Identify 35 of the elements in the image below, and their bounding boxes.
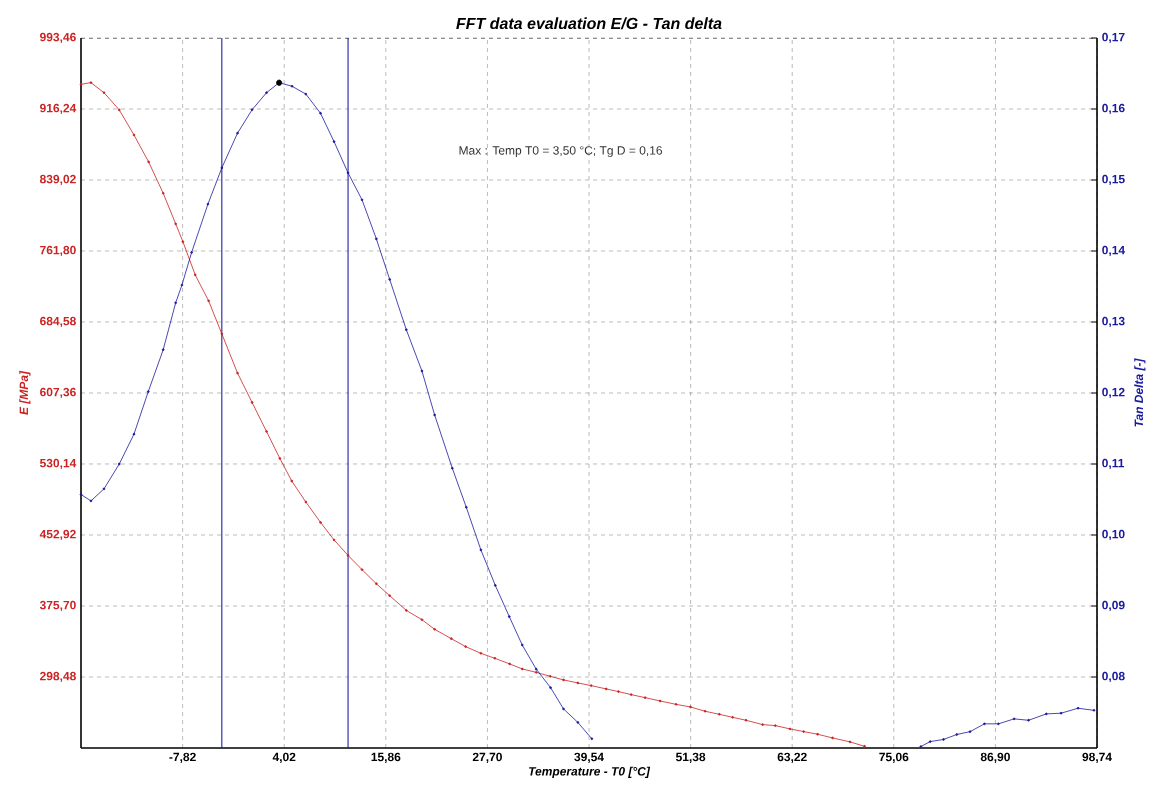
x-tick-label: 51,38: [675, 752, 706, 763]
y2-axis-title: Tan Delta [-]: [1134, 358, 1146, 427]
x-tick-label: 98,74: [1082, 752, 1112, 763]
y-tick-label: 839,02: [39, 174, 76, 186]
x-tick-label: -7,82: [169, 752, 196, 763]
x-tick-label: 27,70: [472, 752, 502, 763]
y2-tick-label: 0,17: [1102, 32, 1125, 44]
y-tick-label: 684,58: [40, 316, 76, 328]
y2-tick-label: 0,08: [1102, 671, 1125, 683]
annotation: Max : Temp T0 = 3,50 °C; Tg D = 0,16: [459, 146, 663, 158]
y-tick-label: 298,48: [40, 671, 76, 683]
y-tick-label: 916,24: [40, 103, 77, 115]
y-tick-label: 452,92: [39, 529, 76, 541]
x-tick-label: 39,54: [574, 752, 604, 763]
y-tick-label: 993,46: [40, 32, 76, 44]
y2-tick-label: 0,12: [1102, 387, 1125, 399]
x-tick-label: 86,90: [980, 752, 1010, 763]
y2-tick-label: 0,13: [1102, 316, 1125, 328]
y2-tick-label: 0,15: [1102, 174, 1125, 186]
y-tick-label: 375,70: [39, 600, 76, 612]
y-tick-label: 761,80: [40, 245, 76, 257]
x-tick-label: 4,02: [272, 752, 296, 763]
x-tick-label: 75,06: [879, 752, 909, 763]
x-tick-label: 63,22: [777, 752, 807, 763]
y-tick-label: 607,36: [40, 387, 76, 399]
y-tick-label: 530,14: [39, 458, 77, 470]
y2-tick-label: 0,11: [1102, 458, 1125, 470]
y2-tick-label: 0,16: [1102, 103, 1125, 115]
y-axis-title: E [MPa]: [19, 370, 31, 415]
y2-tick-label: 0,14: [1102, 245, 1126, 257]
x-tick-label: 15,86: [371, 752, 401, 763]
y2-tick-label: 0,09: [1102, 600, 1125, 612]
y2-tick-label: 0,10: [1102, 529, 1125, 541]
chart-title: FFT data evaluation E/G - Tan delta: [456, 17, 722, 30]
x-axis-title: Temperature - T0 [°C]: [529, 766, 651, 778]
